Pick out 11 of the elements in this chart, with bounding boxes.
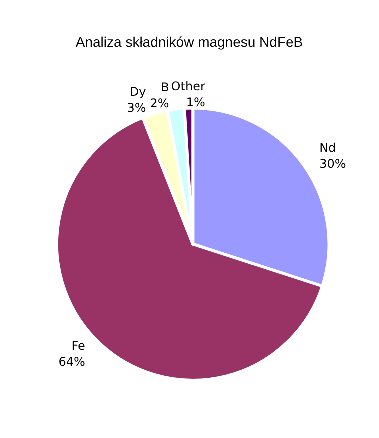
slice-label: Nd [320, 141, 336, 156]
slice-label: B [161, 80, 170, 94]
data-label: 3% [127, 101, 146, 116]
slice-label: Fe [72, 338, 86, 353]
chart-title: Analiza składników magnesu NdFeB [76, 34, 304, 50]
data-label: 1% [186, 95, 206, 110]
data-label: 2% [150, 96, 170, 110]
slice-label: Dy [130, 85, 146, 100]
slice-label: Other [171, 79, 206, 94]
data-label: 64% [58, 354, 86, 369]
data-label: 30% [320, 157, 346, 172]
